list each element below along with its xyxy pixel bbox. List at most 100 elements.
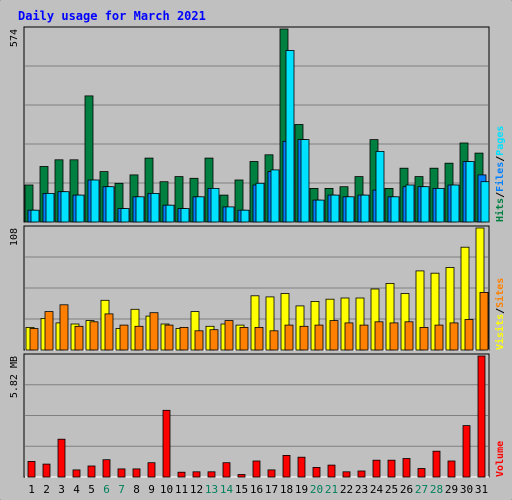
bar-volume-day-2 xyxy=(42,463,51,478)
bar-volume-day-7 xyxy=(117,468,126,478)
x-tick-label-day-16: 16 xyxy=(250,483,263,496)
bar-pages-day-5 xyxy=(90,179,100,223)
bar-volume-day-20 xyxy=(312,466,321,478)
bar-volume-day-24 xyxy=(372,459,381,478)
bar-pages-day-31 xyxy=(480,181,490,223)
bar-sites-day-9 xyxy=(149,312,159,351)
x-tick-label-day-27: 27 xyxy=(415,483,428,496)
bar-sites-day-2 xyxy=(44,311,54,351)
bar-pages-day-25 xyxy=(390,196,400,223)
bar-sites-day-27 xyxy=(419,326,429,351)
bar-sites-day-3 xyxy=(59,304,69,351)
panel-middle: 108 Visits/Sites xyxy=(9,225,506,351)
bar-pages-day-4 xyxy=(75,194,85,223)
bar-sites-day-4 xyxy=(74,325,84,351)
bar-pages-day-19 xyxy=(300,139,310,223)
bar-sites-day-1 xyxy=(29,328,39,351)
x-tick-label-day-9: 9 xyxy=(148,483,155,496)
bar-sites-day-25 xyxy=(389,322,399,351)
bar-volume-day-6 xyxy=(102,459,111,478)
legend-entry: / xyxy=(495,156,506,162)
x-tick-label-day-7: 7 xyxy=(118,483,125,496)
bar-volume-day-22 xyxy=(342,471,351,478)
x-tick-label-day-5: 5 xyxy=(88,483,95,496)
bar-pages-day-8 xyxy=(135,196,145,223)
x-tick-label-day-30: 30 xyxy=(460,483,473,496)
x-tick-label-day-8: 8 xyxy=(133,483,140,496)
bar-volume-day-25 xyxy=(387,459,396,478)
legend-entry: Files xyxy=(494,162,506,192)
bar-pages-day-3 xyxy=(60,191,70,223)
bar-volume-day-13 xyxy=(207,471,216,478)
bar-pages-day-21 xyxy=(330,194,340,223)
x-tick-label-day-20: 20 xyxy=(310,483,323,496)
bar-pages-day-10 xyxy=(165,204,175,223)
x-tick-label-day-6: 6 xyxy=(103,483,110,496)
x-tick-label-day-3: 3 xyxy=(58,483,65,496)
bar-sites-day-16 xyxy=(254,326,264,351)
bar-sites-day-20 xyxy=(314,324,324,351)
legend-top: Hits/Files/Pages xyxy=(494,126,506,222)
bar-volume-day-18 xyxy=(282,454,291,478)
bar-pages-day-9 xyxy=(150,192,160,223)
bar-volume-day-11 xyxy=(177,471,186,478)
bar-pages-day-14 xyxy=(225,206,235,223)
bar-pages-day-28 xyxy=(435,187,445,223)
bar-sites-day-8 xyxy=(134,325,144,351)
legend-entry: Volume xyxy=(495,441,506,477)
bar-volume-day-8 xyxy=(132,468,141,478)
x-axis-labels: 1 2 3 4 5 6 7 8 9 10 11 12 13 14 15 16 17 18 19 20 21 22 23 24 2… xyxy=(28,483,488,496)
x-tick-label-day-23: 23 xyxy=(355,483,368,496)
x-tick-label-day-22: 22 xyxy=(340,483,353,496)
legend-entry: Pages xyxy=(495,126,506,156)
bar-sites-day-22 xyxy=(344,322,354,351)
x-tick-label-day-29: 29 xyxy=(445,483,458,496)
bar-volume-day-30 xyxy=(462,425,471,478)
bar-sites-day-14 xyxy=(224,320,234,351)
bar-pages-day-1 xyxy=(30,209,40,223)
legend-entry: Hits xyxy=(494,198,506,222)
legend-middle: Visits/Sites xyxy=(494,278,506,350)
x-tick-label-day-4: 4 xyxy=(73,483,80,496)
bar-volume-day-29 xyxy=(447,460,456,478)
bar-volume-day-3 xyxy=(57,438,66,478)
chart-title: Daily usage for March 2021 xyxy=(18,9,206,23)
bar-sites-day-12 xyxy=(194,330,204,351)
bar-pages-day-11 xyxy=(180,208,190,223)
bar-sites-day-6 xyxy=(104,313,114,351)
bar-volume-day-19 xyxy=(297,456,306,478)
bar-sites-day-15 xyxy=(239,326,249,351)
bar-pages-day-27 xyxy=(420,186,430,223)
bar-sites-day-21 xyxy=(329,320,339,351)
panel-bottom: 5.82 MB Volume xyxy=(9,353,506,478)
bar-pages-day-23 xyxy=(360,194,370,223)
x-tick-label-day-25: 25 xyxy=(385,483,398,496)
bar-volume-day-17 xyxy=(267,469,276,478)
legend-entry: / xyxy=(495,192,506,198)
bar-sites-day-10 xyxy=(164,324,174,351)
bar-volume-day-12 xyxy=(192,471,201,478)
bar-volume-day-27 xyxy=(417,468,426,478)
legend-bottom: Volume xyxy=(495,441,506,477)
x-tick-label-day-18: 18 xyxy=(280,483,293,496)
bar-volume-day-1 xyxy=(27,460,36,478)
x-tick-label-day-13: 13 xyxy=(205,483,218,496)
bar-sites-day-30 xyxy=(464,319,474,351)
bar-pages-day-13 xyxy=(210,187,220,223)
bar-pages-day-29 xyxy=(450,184,460,223)
bar-sites-day-17 xyxy=(269,330,279,351)
y-max-label-bottom: 5.82 MB xyxy=(9,356,20,398)
y-max-label-middle: 108 xyxy=(9,228,20,246)
x-tick-label-day-19: 19 xyxy=(295,483,308,496)
x-tick-label-day-1: 1 xyxy=(28,483,35,496)
bar-pages-day-17 xyxy=(270,169,280,223)
x-tick-label-day-14: 14 xyxy=(220,483,234,496)
x-tick-label-day-15: 15 xyxy=(235,483,248,496)
bar-volume-day-10 xyxy=(162,409,171,478)
bar-pages-day-26 xyxy=(405,184,415,223)
bar-sites-day-28 xyxy=(434,324,444,351)
